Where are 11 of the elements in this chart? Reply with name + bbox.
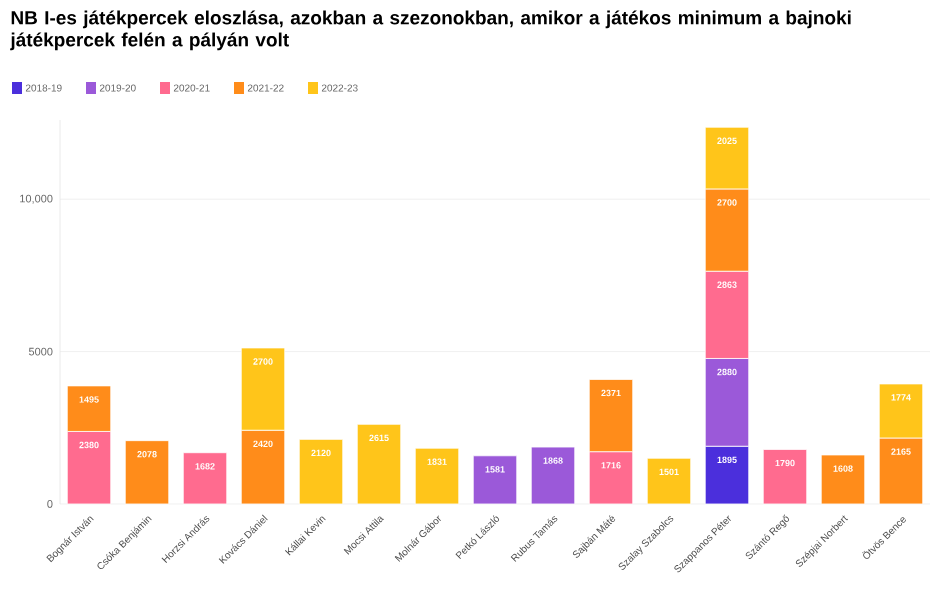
bar xyxy=(646,457,692,505)
bar xyxy=(820,454,866,505)
bar xyxy=(762,449,808,505)
bar xyxy=(356,423,402,505)
bar xyxy=(182,452,228,505)
bar xyxy=(124,440,170,505)
bar xyxy=(298,438,344,505)
bar xyxy=(472,455,518,505)
chart-title: NB I-es játékpercek eloszlása, azokban a szezonokban, amikor a játékos minimum a bajnoki játékpercek felén a pályán volt xyxy=(10,10,851,51)
bar xyxy=(414,447,460,505)
bar xyxy=(530,446,576,505)
